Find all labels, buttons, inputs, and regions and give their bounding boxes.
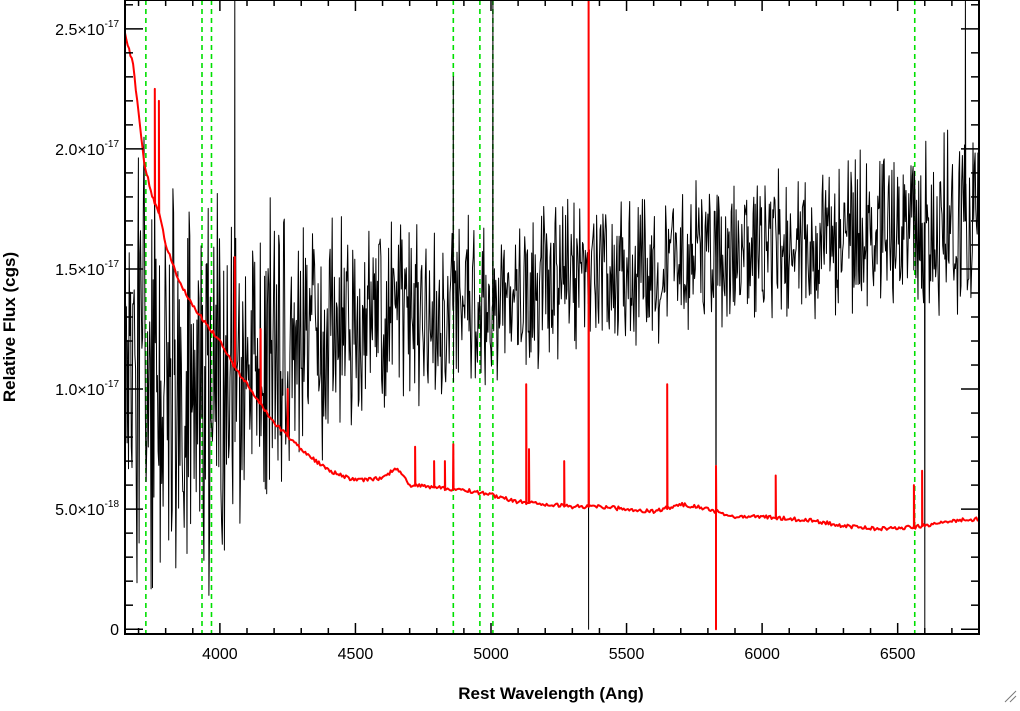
y-tick-exponent: -18 xyxy=(105,499,120,510)
y-axis-title: Relative Flux (cgs) xyxy=(0,252,19,402)
tick-labels: 4000 4500 5000 5500 6000 6500 0 5.0×10-18 1.0×10… xyxy=(55,19,915,663)
y-tick-exponent: -17 xyxy=(105,19,120,30)
observed-spectrum-line xyxy=(125,0,979,630)
axis-ticks xyxy=(125,0,980,634)
x-tick-label: 4000 xyxy=(202,646,238,663)
x-axis-title: Rest Wavelength (Ang) xyxy=(458,684,643,703)
x-tick-label: 5500 xyxy=(609,646,645,663)
y-tick-mantissa: 0 xyxy=(110,622,119,639)
y-tick-mantissa: 1.0×10 xyxy=(55,382,104,399)
x-tick-label: 6500 xyxy=(880,646,916,663)
y-tick-label: 1.5×10-17 xyxy=(55,259,119,279)
y-tick-label: 2.5×10-17 xyxy=(55,19,119,39)
y-tick-mantissa: 2.5×10 xyxy=(55,22,104,39)
y-tick-label: 0 xyxy=(110,622,119,639)
y-tick-exponent: -17 xyxy=(105,379,120,390)
y-tick-label: 5.0×10-18 xyxy=(55,499,119,519)
resize-grip-icon[interactable] xyxy=(1003,689,1017,703)
y-tick-label: 1.0×10-17 xyxy=(55,379,119,399)
y-tick-exponent: -17 xyxy=(105,259,120,270)
x-tick-label: 5000 xyxy=(473,646,509,663)
x-tick-label: 4500 xyxy=(338,646,374,663)
y-tick-mantissa: 5.0×10 xyxy=(55,502,104,519)
y-tick-exponent: -17 xyxy=(105,139,120,150)
y-tick-mantissa: 2.0×10 xyxy=(55,142,104,159)
model-spectrum-line xyxy=(125,0,979,631)
y-tick-mantissa: 1.5×10 xyxy=(55,262,104,279)
series-layer xyxy=(125,0,979,631)
x-tick-label: 6000 xyxy=(744,646,780,663)
y-tick-label: 2.0×10-17 xyxy=(55,139,119,159)
